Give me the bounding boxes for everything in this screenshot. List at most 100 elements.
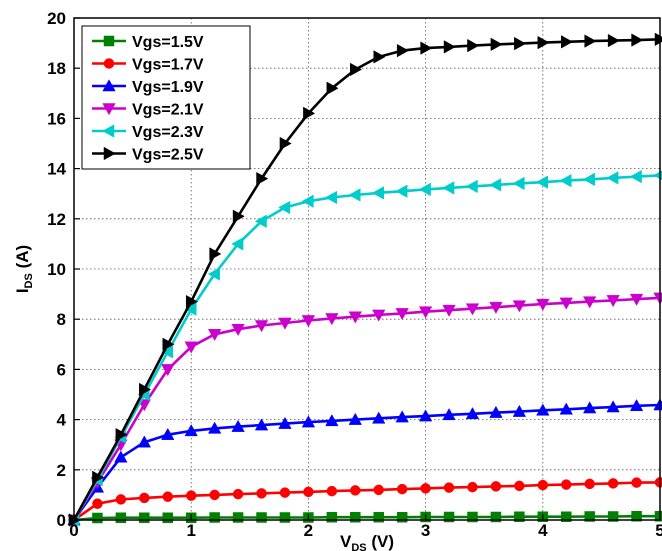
legend-label: Vgs=1.7V [132, 57, 204, 74]
x-axis-label: VDS (V) [340, 532, 394, 551]
data-point [584, 478, 595, 490]
data-point [92, 498, 103, 509]
data-point [536, 298, 550, 311]
data-point [115, 494, 127, 505]
x-tick-label: 4 [538, 521, 548, 540]
y-tick-label: 0 [57, 511, 66, 530]
series-line [72, 174, 661, 521]
data-point [490, 37, 503, 52]
data-point [372, 411, 386, 424]
legend-label: Vgs=1.5V [132, 34, 204, 51]
data-point [418, 182, 431, 197]
data-point [231, 419, 245, 432]
data-point [139, 382, 152, 397]
data-point [629, 399, 644, 412]
series-line [72, 403, 661, 521]
data-point [350, 62, 363, 77]
data-point [231, 237, 244, 251]
data-point [278, 416, 292, 429]
data-point [490, 481, 502, 492]
legend-box [81, 25, 251, 170]
data-point [536, 403, 550, 416]
data-point [326, 485, 338, 497]
data-point [184, 341, 198, 354]
data-point [373, 511, 384, 523]
data-point [560, 35, 574, 49]
y-tick-label: 18 [47, 59, 66, 78]
legend-entry: Vgs=2.5V [92, 147, 204, 164]
series-2 [68, 477, 662, 526]
data-point [443, 511, 455, 523]
data-point [514, 511, 525, 522]
data-point [653, 170, 662, 181]
series-line [73, 481, 661, 522]
legend-label: Vgs=2.1V [132, 102, 204, 119]
data-point [279, 487, 291, 498]
data-point [303, 106, 316, 121]
legend-marker [102, 124, 115, 138]
data-point [232, 488, 244, 500]
data-point [465, 303, 480, 316]
data-point [348, 311, 362, 324]
x-axis-label-main: V [340, 532, 352, 551]
data-point [303, 486, 314, 498]
y-axis-label: IDS (A) [13, 245, 35, 293]
data-point [512, 404, 527, 417]
data-point [395, 410, 409, 423]
data-point [279, 512, 291, 523]
data-point [418, 409, 433, 422]
data-point [512, 176, 525, 191]
data-point [162, 512, 174, 523]
data-point [232, 512, 244, 523]
data-point [326, 511, 338, 523]
data-point [350, 511, 361, 523]
data-point [442, 408, 456, 421]
data-point [443, 40, 456, 54]
legend-marker [102, 79, 116, 92]
data-point [629, 169, 642, 184]
data-point [489, 301, 503, 314]
data-point [467, 38, 480, 53]
data-point [395, 308, 409, 321]
y-tick-label: 20 [47, 9, 66, 28]
legend: Vgs=1.5V Vgs=1.7V Vgs=1.9V Vgs=2.1V Vgs=2.3V… [81, 25, 251, 170]
y-tick-label: 2 [57, 461, 66, 480]
x-tick-label: 1 [186, 521, 195, 540]
data-point [559, 297, 573, 310]
data-point [184, 424, 198, 437]
data-point [326, 81, 339, 95]
legend-marker [102, 103, 116, 116]
data-point [489, 405, 503, 418]
data-point [512, 300, 527, 313]
data-point [584, 34, 597, 48]
data-point [161, 427, 175, 440]
x-tick-label: 2 [304, 521, 313, 540]
data-point [560, 479, 572, 490]
data-point [325, 190, 338, 205]
y-tick-label: 14 [47, 160, 66, 179]
data-point [207, 329, 222, 342]
data-point [537, 479, 549, 491]
data-point [514, 36, 527, 51]
series-5 [67, 169, 662, 527]
data-point [607, 33, 620, 48]
data-point [559, 173, 572, 188]
data-point [631, 477, 642, 488]
data-point [583, 401, 597, 414]
data-point [536, 175, 549, 189]
y-tick-label: 10 [47, 260, 66, 279]
data-point [420, 483, 431, 494]
data-point [420, 41, 433, 55]
data-point [209, 489, 220, 501]
x-axis-label-suffix: (V) [367, 532, 394, 551]
data-point [606, 171, 619, 185]
series-3 [67, 398, 662, 526]
data-point [161, 364, 175, 377]
data-point [631, 510, 642, 522]
data-point [162, 337, 175, 351]
data-point [279, 136, 292, 151]
legend-label: Vgs=2.5V [132, 147, 204, 164]
data-point [584, 511, 595, 522]
